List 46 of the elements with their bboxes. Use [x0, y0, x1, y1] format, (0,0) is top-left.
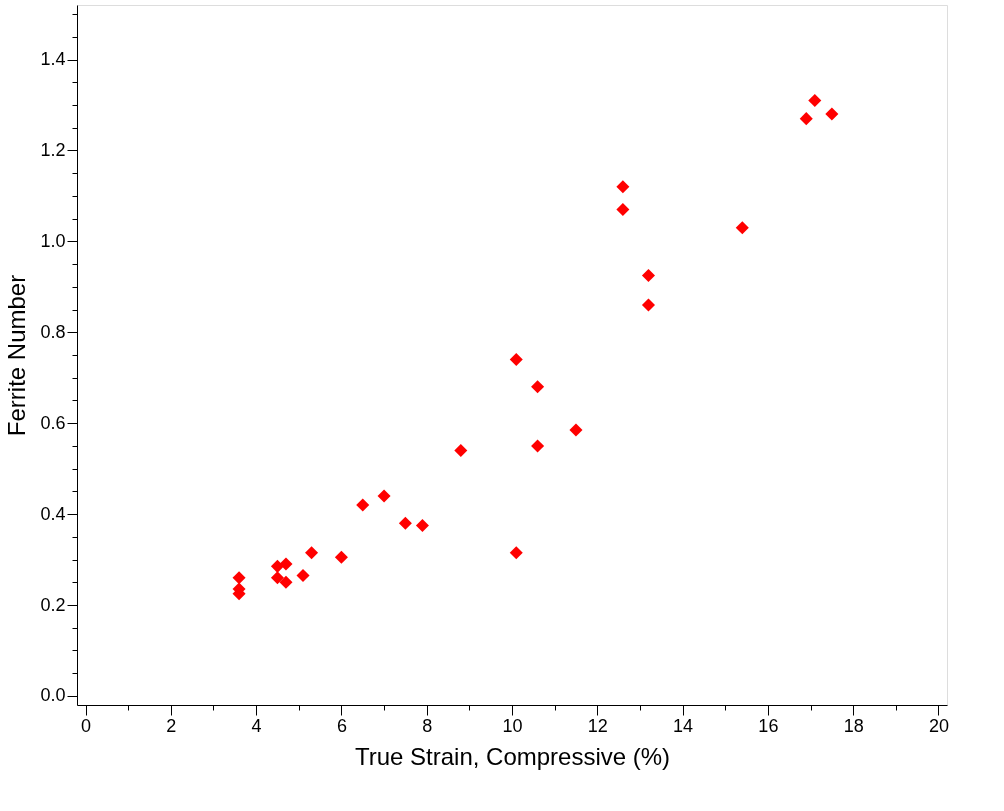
x-tick-label: 6	[336, 715, 347, 736]
y-tick-label: 0.2	[40, 594, 66, 615]
point	[232, 571, 246, 585]
y-axis-title: Ferrite Number	[3, 274, 31, 437]
point	[279, 575, 293, 589]
point	[454, 443, 468, 457]
point	[531, 380, 545, 394]
point	[641, 268, 655, 282]
x-tick-label: 10	[502, 715, 523, 736]
point	[509, 353, 523, 367]
y-tick-label: 1.0	[40, 230, 66, 251]
y-tick-label: 0.6	[40, 412, 66, 433]
y-tick-label: 1.2	[40, 139, 66, 160]
point	[531, 439, 545, 453]
point	[296, 568, 310, 582]
y-tick-label: 0.0	[40, 685, 66, 706]
y-tick-label: 1.4	[40, 49, 66, 70]
y-tick-label: 0.8	[40, 321, 66, 342]
x-tick-label: 16	[758, 715, 779, 736]
point	[569, 423, 583, 437]
point	[279, 557, 293, 571]
point	[808, 93, 822, 107]
point	[735, 221, 749, 235]
point	[641, 298, 655, 312]
point	[415, 518, 429, 532]
point	[270, 571, 284, 585]
point	[356, 498, 370, 512]
x-tick-label: 18	[843, 715, 864, 736]
point	[377, 489, 391, 503]
y-tick-label: 0.4	[40, 503, 66, 524]
x-axis-title: True Strain, Compressive (%)	[354, 742, 671, 770]
x-tick-label: 0	[81, 715, 92, 736]
point	[616, 180, 630, 194]
x-tick-label: 20	[928, 715, 949, 736]
x-tick-label: 4	[251, 715, 262, 736]
point	[334, 550, 348, 564]
point	[616, 203, 630, 217]
point	[799, 112, 813, 126]
point	[825, 107, 839, 121]
point	[398, 516, 412, 530]
x-tick-label: 14	[673, 715, 694, 736]
x-tick-label: 8	[422, 715, 433, 736]
x-tick-label: 12	[587, 715, 608, 736]
x-tick-label: 2	[166, 715, 177, 736]
point	[305, 546, 319, 560]
point	[509, 546, 523, 560]
